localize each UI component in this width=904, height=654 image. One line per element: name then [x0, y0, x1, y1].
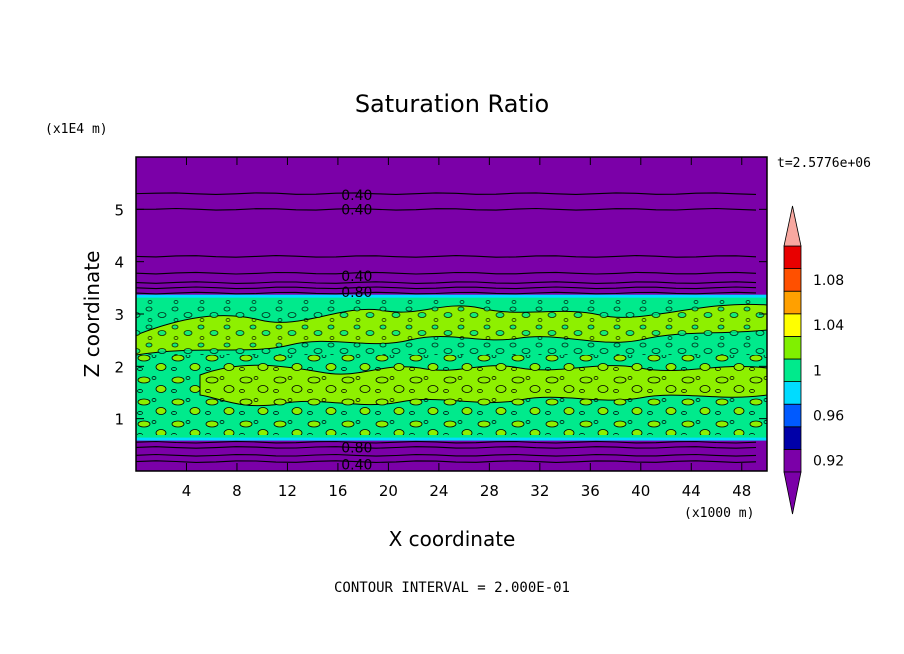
colorbar-label: 1.08 — [813, 273, 844, 289]
x-axis: 4 8 12 16 20 24 28 32 36 40 44 48 — [182, 157, 751, 500]
contour-line — [136, 286, 757, 290]
x-tick-label: 12 — [278, 482, 297, 500]
contour-interval-label: CONTOUR INTERVAL = 2.000E-01 — [334, 580, 570, 596]
y-tick-label: 1 — [114, 411, 124, 429]
x-tick-label: 24 — [429, 482, 448, 500]
x-tick-label: 40 — [631, 482, 650, 500]
colorbar-label: 0.96 — [813, 409, 844, 425]
y-tick-label: 2 — [114, 358, 124, 376]
y-axis-label: Z coordinate — [80, 251, 104, 378]
cloud-base-edge — [136, 437, 767, 441]
contour-line — [136, 281, 757, 284]
y-tick-label: 4 — [114, 254, 124, 272]
colorbar-segment — [783, 358, 802, 383]
colorbar-label: 1 — [813, 363, 822, 379]
dry-upper-band — [136, 157, 767, 296]
cloud-top-edge — [136, 294, 767, 298]
colorbar-label: 1.04 — [813, 318, 844, 334]
colorbar-segment — [783, 245, 802, 270]
x-tick-label: 44 — [682, 482, 701, 500]
cloud-texture — [136, 355, 767, 435]
y-tick-label: 5 — [114, 201, 124, 219]
x-tick-label: 4 — [182, 482, 192, 500]
colorbar — [783, 205, 802, 515]
chart-title: Saturation Ratio — [355, 90, 549, 118]
contour-line — [136, 192, 757, 195]
x-scale-label: (x1000 m) — [684, 506, 754, 521]
y-scale-label: (x1E4 m) — [45, 122, 108, 137]
y-axis: 1 2 3 4 5 — [114, 201, 767, 429]
cloud-texture-upper — [136, 300, 767, 355]
contour-line — [136, 460, 757, 463]
contour-line — [136, 291, 757, 295]
time-label: t=2.5776e+06 — [777, 156, 871, 171]
contour-label: 0.80 — [341, 285, 372, 301]
x-tick-label: 8 — [232, 482, 242, 500]
colorbar-label: 0.92 — [813, 454, 844, 470]
x-tick-label: 36 — [581, 482, 600, 500]
colorbar-segment — [783, 290, 802, 315]
contour-line — [136, 255, 757, 258]
contour-line — [136, 440, 757, 444]
colorbar-segment — [783, 381, 802, 405]
colorbar-segment — [783, 403, 802, 428]
contour-label: 0.40 — [341, 269, 372, 285]
colorbar-segment — [783, 448, 802, 473]
colorbar-segment — [783, 268, 802, 292]
contour-label: 0.40 — [341, 458, 372, 474]
x-tick-label: 28 — [480, 482, 499, 500]
x-tick-label: 32 — [530, 482, 549, 500]
x-axis-label: X coordinate — [389, 527, 516, 551]
contour-labels: 0.400.400.400.800.800.40 — [341, 188, 372, 474]
contour-line — [136, 453, 757, 457]
contour-label: 0.40 — [341, 202, 372, 218]
colorbar-over-arrow — [783, 205, 802, 247]
colorbar-segment — [783, 313, 802, 337]
contour-line — [136, 207, 757, 211]
colorbar-labels: 1.08 1.04 1 0.96 0.92 — [813, 273, 844, 470]
contour-lines — [136, 192, 757, 463]
contour-line — [136, 446, 757, 449]
x-tick-label: 16 — [328, 482, 347, 500]
colorbar-under-arrow — [783, 471, 802, 515]
y-tick-label: 3 — [114, 306, 124, 324]
contour-label: 0.80 — [341, 440, 372, 456]
x-tick-label: 48 — [732, 482, 751, 500]
plot-area: 0.400.400.400.800.800.40 — [136, 157, 767, 474]
colorbar-segment — [783, 426, 802, 450]
contour-line — [136, 271, 757, 275]
contour-label: 0.40 — [341, 188, 372, 204]
x-tick-label: 20 — [379, 482, 398, 500]
colorbar-segment — [783, 335, 802, 360]
